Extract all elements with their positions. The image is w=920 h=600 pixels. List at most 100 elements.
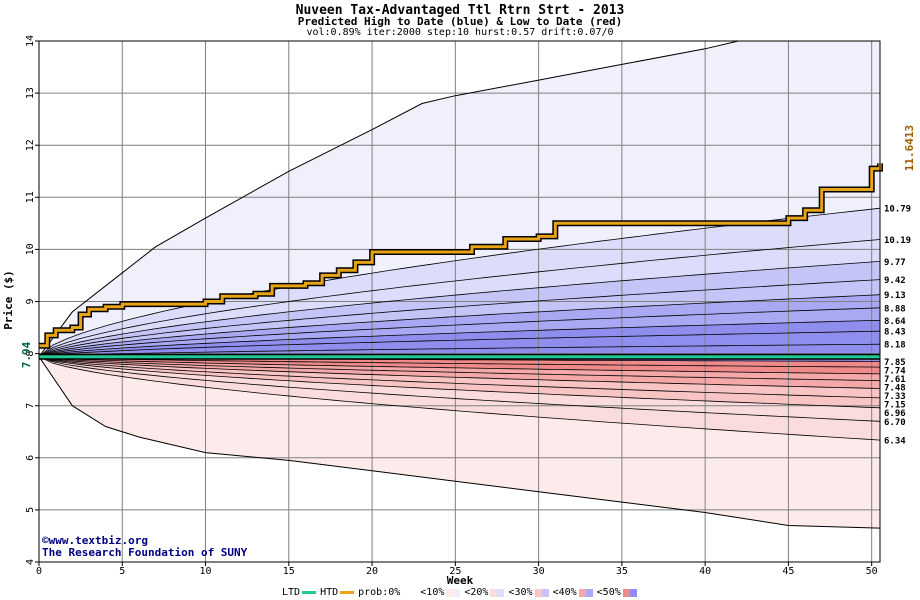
right-value-labels: 10.79 10.19 9.77 9.42 9.13 8.88 8.648.43 8.18 7.… (884, 205, 911, 447)
blue-band-outer (39, 41, 880, 357)
y-tick-label: 6 (25, 455, 36, 461)
blue-band (39, 320, 880, 357)
percentile-line (38, 356, 881, 368)
y-tick-label: 12 (25, 139, 36, 151)
legend-prob-10: <10% (420, 587, 462, 598)
legend-ltd-label: LTD (282, 587, 301, 598)
y-axis-ticks: 4 5 6 7 8 9 10 11 12 13 14 (25, 35, 39, 565)
htd-line (39, 163, 882, 348)
y-axis-label: Price ($) (2, 270, 15, 330)
percentile-line (38, 330, 881, 358)
prob-0-swatch (402, 588, 417, 597)
blue-band (39, 261, 880, 357)
percentile-value-label: 9.13 (884, 291, 906, 301)
legend-prob-50-label: <50% (596, 587, 621, 598)
percentile-line (38, 239, 881, 358)
x-tick-label: 10 (200, 566, 212, 577)
percentile-value-label: 6.34 (884, 437, 906, 447)
y-tick-label: 8 (25, 351, 36, 357)
percentile-value-label: 7.48 (884, 383, 906, 393)
x-tick-label: 15 (283, 566, 295, 577)
legend-prob-20-label: <20% (464, 587, 489, 598)
y-tick-label: 9 (25, 298, 36, 304)
percentile-value-label: 7.74 (884, 366, 906, 376)
y-tick-label: 11 (25, 191, 36, 203)
y-tick-label: 14 (25, 35, 36, 47)
upper-envelope-line (38, 40, 739, 357)
percentile-value-label: 6.96 (884, 409, 906, 419)
legend: LTD HTD prob:0% <10% <20% <30% <40% <50% (282, 587, 641, 598)
blue-band (39, 208, 880, 357)
x-tick-label: 45 (782, 566, 794, 577)
x-tick-label: 30 (533, 566, 545, 577)
chart-subtitle: Predicted High to Date (blue) & Low to D… (297, 15, 623, 28)
legend-prob-40: <40% (553, 587, 595, 598)
percentile-value-label: 8.64 (884, 317, 906, 327)
percentile-line (38, 307, 881, 358)
percentile-value-label: 7.85 (884, 358, 906, 368)
legend-prob-50: <50% (597, 587, 639, 598)
prob-20-swatch (490, 588, 505, 597)
y-tick-label: 10 (25, 243, 36, 255)
legend-ltd: LTD (282, 587, 318, 598)
percentile-value-label: 6.70 (884, 418, 906, 428)
red-band-outer (39, 356, 880, 529)
prob-50-swatch (622, 588, 637, 597)
legend-prob-30: <30% (508, 587, 550, 598)
blue-band (39, 239, 880, 357)
x-tick-label: 20 (366, 566, 378, 577)
blue-band (39, 294, 880, 357)
red-band (39, 356, 880, 441)
lower-envelope-line (38, 356, 881, 529)
legend-prob-0-label: prob:0% (358, 587, 401, 598)
percentile-line (38, 294, 881, 358)
x-tick-label: 0 (36, 566, 42, 577)
start-price-label: 7.94 (20, 341, 33, 368)
htd-last-label: 11.6413 (903, 125, 916, 171)
grid-lines (38, 40, 880, 563)
legend-prob-40-label: <40% (552, 587, 577, 598)
blue-band (39, 279, 880, 357)
x-axis-ticks: 0 5 10 15 20 25 30 35 40 45 50 (36, 562, 878, 577)
prob-10-swatch (446, 588, 461, 597)
htd-swatch (340, 591, 355, 594)
legend-prob-20: <20% (464, 587, 506, 598)
percentile-line (38, 343, 881, 358)
y-tick-label: 13 (25, 87, 36, 99)
percentile-line (38, 356, 881, 422)
x-tick-label: 5 (119, 566, 125, 577)
ltd-swatch (302, 591, 317, 594)
price-series (39, 163, 883, 360)
blue-band (39, 331, 880, 357)
percentile-line (38, 261, 881, 358)
x-tick-label: 50 (866, 566, 878, 577)
red-band (39, 356, 880, 381)
credit-organization: The Research Foundation of SUNY (42, 546, 248, 559)
percentile-line (38, 356, 881, 399)
blue-band (39, 307, 880, 357)
percentile-value-label: 9.77 (884, 258, 906, 268)
legend-htd-label: HTD (320, 587, 339, 598)
x-tick-label: 35 (616, 566, 628, 577)
percentile-value-label: 10.19 (884, 236, 911, 246)
prob-40-swatch (578, 588, 593, 597)
red-band (39, 356, 880, 398)
percentile-line (38, 356, 881, 382)
legend-htd: HTD (320, 587, 356, 598)
red-band (39, 356, 880, 422)
y-tick-label: 7 (25, 403, 36, 409)
percentile-value-label: 7.15 (884, 400, 906, 410)
x-tick-label: 25 (449, 566, 461, 577)
red-band (39, 356, 880, 374)
x-axis-label: Week (447, 574, 474, 587)
percentile-value-label: 10.79 (884, 205, 911, 215)
probability-bands (39, 41, 880, 529)
prob-30-swatch (534, 588, 549, 597)
percentile-line (38, 279, 881, 358)
percentile-value-label: 8.43 (884, 328, 906, 338)
percentile-value-label: 7.33 (884, 392, 906, 402)
percentile-value-label: 8.88 (884, 304, 906, 314)
red-band (39, 356, 880, 408)
legend-prob-0: prob:0% (358, 587, 418, 598)
